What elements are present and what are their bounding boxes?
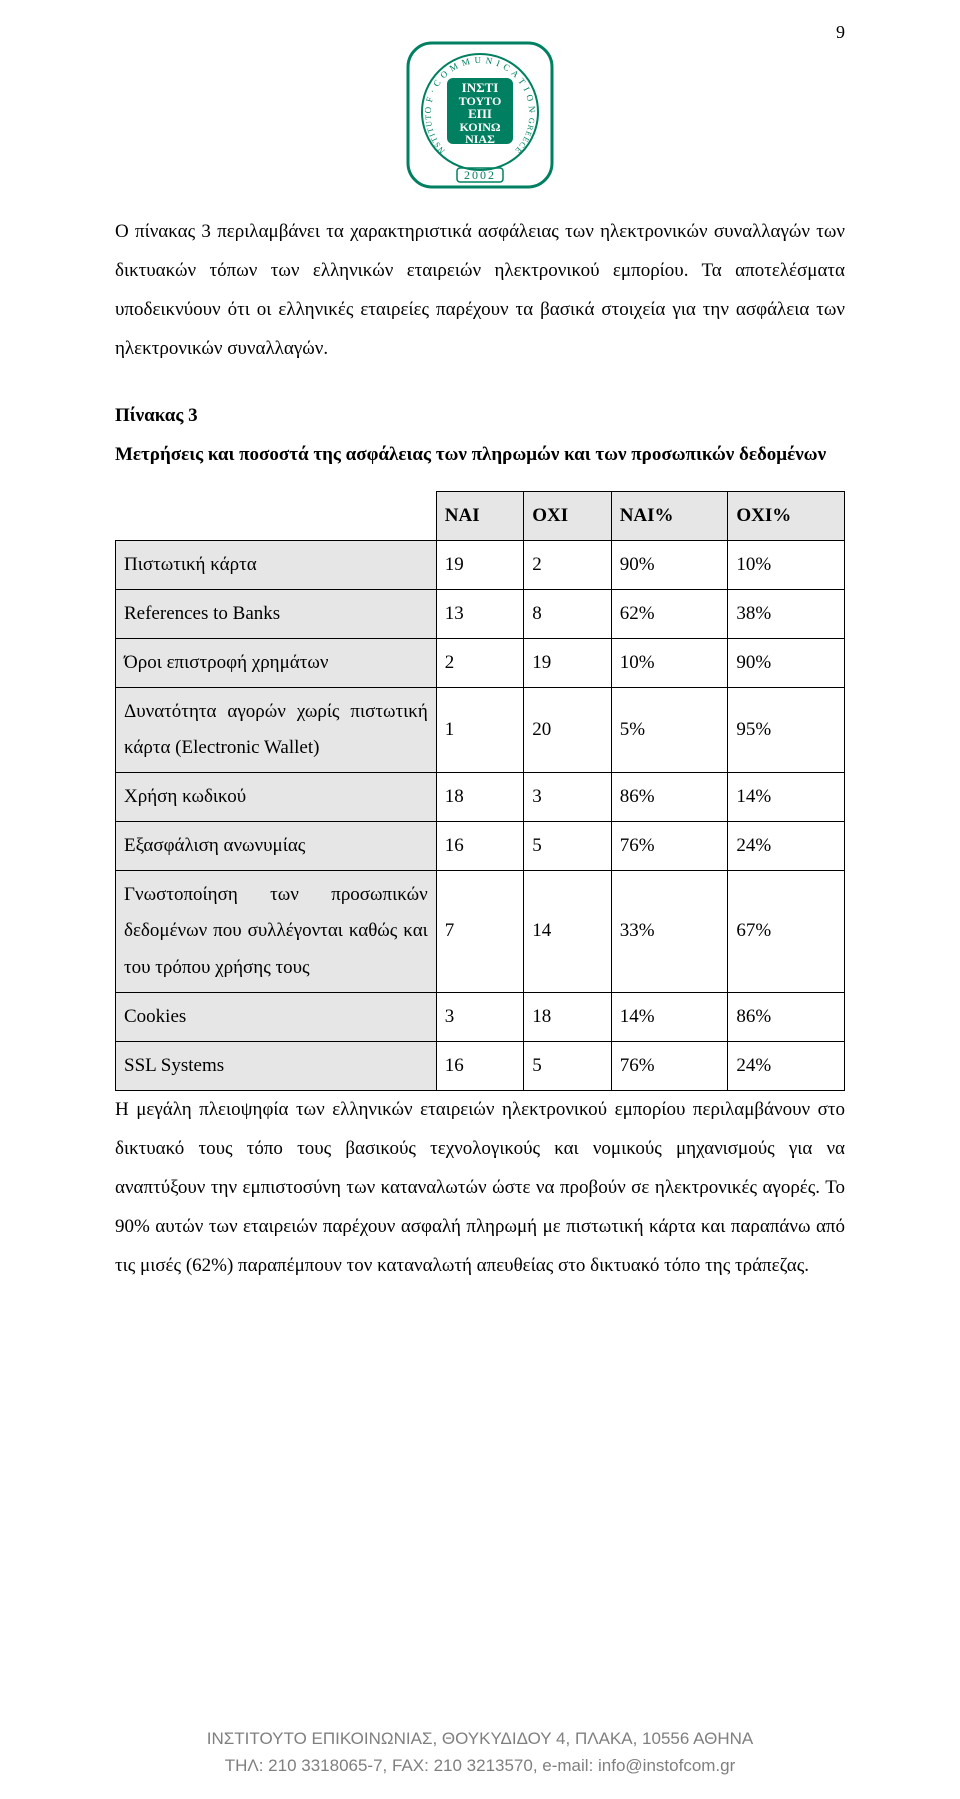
- cell-oxi: 20: [524, 688, 611, 773]
- document-content: Ο πίνακας 3 περιλαμβάνει τα χαρακτηριστι…: [0, 213, 960, 1286]
- row-label: Cookies: [116, 992, 437, 1041]
- intro-paragraph: Ο πίνακας 3 περιλαμβάνει τα χαρακτηριστι…: [115, 213, 845, 369]
- cell-oxi-pct: 90%: [728, 638, 845, 687]
- cell-nai-pct: 90%: [611, 540, 728, 589]
- svg-text:· GREECE: · GREECE: [513, 111, 536, 156]
- cell-nai: 3: [436, 992, 523, 1041]
- row-label: Όροι επιστροφή χρημάτων: [116, 638, 437, 687]
- cell-nai: 2: [436, 638, 523, 687]
- cell-oxi-pct: 10%: [728, 540, 845, 589]
- row-label: References to Banks: [116, 589, 437, 638]
- cell-oxi-pct: 38%: [728, 589, 845, 638]
- cell-oxi-pct: 86%: [728, 992, 845, 1041]
- cell-nai: 16: [436, 1041, 523, 1090]
- cell-oxi: 19: [524, 638, 611, 687]
- col-header-oxi-pct: ΟΧΙ%: [728, 491, 845, 540]
- cell-nai-pct: 76%: [611, 822, 728, 871]
- svg-text:2002: 2002: [464, 168, 496, 182]
- cell-oxi: 18: [524, 992, 611, 1041]
- cell-oxi-pct: 67%: [728, 871, 845, 992]
- cell-nai-pct: 76%: [611, 1041, 728, 1090]
- cell-nai: 7: [436, 871, 523, 992]
- outro-paragraph: Η μεγάλη πλειοψηφία των ελληνικών εταιρε…: [115, 1091, 845, 1286]
- table-row: Χρήση κωδικού18386%14%: [116, 773, 845, 822]
- cell-nai: 18: [436, 773, 523, 822]
- page-footer: ΙΝΣΤΙΤΟΥΤΟ ΕΠΙΚΟΙΝΩΝΙΑΣ, ΘΟΥΚΥΔΙΔΟΥ 4, Π…: [0, 1725, 960, 1779]
- logo-container: ΙΝΣΤΙ ΤΟΥΤΟ ΕΠΙ ΚΟΙΝΩ ΝΙΑΣ O F · C O M M…: [0, 0, 960, 213]
- cell-nai: 1: [436, 688, 523, 773]
- row-label: Εξασφάλιση ανωνυμίας: [116, 822, 437, 871]
- table-caption: Μετρήσεις και ποσοστά της ασφάλειας των …: [115, 436, 845, 475]
- cell-nai-pct: 10%: [611, 638, 728, 687]
- table-header-row: ΝΑΙ ΟΧΙ ΝΑΙ% ΟΧΙ%: [116, 491, 845, 540]
- cell-nai: 19: [436, 540, 523, 589]
- table-row: Πιστωτική κάρτα19290%10%: [116, 540, 845, 589]
- row-label: Δυνατότητα αγορών χωρίς πιστωτική κάρτα …: [116, 688, 437, 773]
- table-row: Όροι επιστροφή χρημάτων21910%90%: [116, 638, 845, 687]
- cell-oxi-pct: 24%: [728, 822, 845, 871]
- cell-oxi-pct: 24%: [728, 1041, 845, 1090]
- row-label: Πιστωτική κάρτα: [116, 540, 437, 589]
- col-header-nai: ΝΑΙ: [436, 491, 523, 540]
- table-row: Γνωστοποίηση των προσωπικών δεδομένων πο…: [116, 871, 845, 992]
- footer-contact: ΤΗΛ: 210 3318065-7, FAX: 210 3213570, e-…: [0, 1752, 960, 1779]
- cell-nai-pct: 14%: [611, 992, 728, 1041]
- table-row: SSL Systems16576%24%: [116, 1041, 845, 1090]
- cell-nai: 13: [436, 589, 523, 638]
- table-row: Εξασφάλιση ανωνυμίας16576%24%: [116, 822, 845, 871]
- cell-oxi: 2: [524, 540, 611, 589]
- cell-oxi-pct: 95%: [728, 688, 845, 773]
- cell-oxi: 8: [524, 589, 611, 638]
- institute-logo: ΙΝΣΤΙ ΤΟΥΤΟ ΕΠΙ ΚΟΙΝΩ ΝΙΑΣ O F · C O M M…: [405, 40, 555, 190]
- svg-text:ΕΠΙ: ΕΠΙ: [468, 106, 492, 121]
- page-number: 9: [836, 22, 845, 43]
- cell-nai-pct: 5%: [611, 688, 728, 773]
- table-number: Πίνακας 3: [115, 397, 845, 436]
- col-header-nai-pct: ΝΑΙ%: [611, 491, 728, 540]
- row-label: Χρήση κωδικού: [116, 773, 437, 822]
- table-header-blank: [116, 491, 437, 540]
- svg-text:ΙΝΣΤΙ: ΙΝΣΤΙ: [462, 80, 499, 95]
- svg-text:ΝΙΑΣ: ΝΙΑΣ: [465, 132, 495, 146]
- table-row: References to Banks13862%38%: [116, 589, 845, 638]
- cell-nai-pct: 33%: [611, 871, 728, 992]
- cell-nai-pct: 86%: [611, 773, 728, 822]
- cell-nai: 16: [436, 822, 523, 871]
- row-label: SSL Systems: [116, 1041, 437, 1090]
- cell-oxi: 5: [524, 1041, 611, 1090]
- cell-oxi-pct: 14%: [728, 773, 845, 822]
- security-table: ΝΑΙ ΟΧΙ ΝΑΙ% ΟΧΙ% Πιστωτική κάρτα19290%1…: [115, 491, 845, 1091]
- table-row: Δυνατότητα αγορών χωρίς πιστωτική κάρτα …: [116, 688, 845, 773]
- cell-nai-pct: 62%: [611, 589, 728, 638]
- cell-oxi: 14: [524, 871, 611, 992]
- cell-oxi: 5: [524, 822, 611, 871]
- footer-address: ΙΝΣΤΙΤΟΥΤΟ ΕΠΙΚΟΙΝΩΝΙΑΣ, ΘΟΥΚΥΔΙΔΟΥ 4, Π…: [0, 1725, 960, 1752]
- col-header-oxi: ΟΧΙ: [524, 491, 611, 540]
- cell-oxi: 3: [524, 773, 611, 822]
- row-label: Γνωστοποίηση των προσωπικών δεδομένων πο…: [116, 871, 437, 992]
- table-row: Cookies31814%86%: [116, 992, 845, 1041]
